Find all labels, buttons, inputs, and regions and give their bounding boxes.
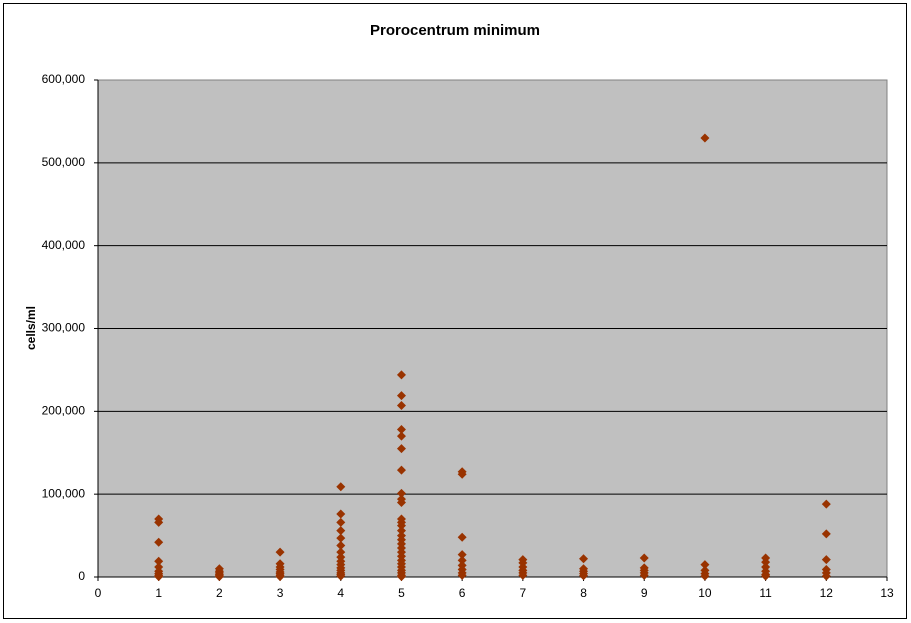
data-point: [154, 517, 164, 527]
y-tick-label: 200,000: [42, 404, 86, 418]
data-point: [214, 572, 224, 582]
x-tick-label: 9: [641, 586, 648, 600]
data-point: [336, 541, 346, 551]
x-tick-label: 6: [459, 586, 466, 600]
data-point: [457, 469, 467, 479]
y-tick-label: 300,000: [42, 321, 86, 335]
x-tick-label: 1: [155, 586, 162, 600]
x-tick-label: 12: [820, 586, 834, 600]
data-point: [700, 560, 710, 570]
data-point: [336, 547, 346, 557]
data-point: [821, 499, 831, 509]
data-point: [639, 553, 649, 563]
x-tick-label: 8: [580, 586, 587, 600]
x-tick-label: 4: [337, 586, 344, 600]
data-point: [761, 571, 771, 581]
data-point: [396, 391, 406, 401]
data-point: [457, 555, 467, 565]
x-tick-label: 2: [216, 586, 223, 600]
y-tick-label: 0: [78, 569, 85, 583]
data-point: [821, 529, 831, 539]
data-point: [396, 465, 406, 475]
data-point: [639, 570, 649, 580]
data-point: [518, 570, 528, 580]
data-point: [154, 572, 164, 582]
data-point: [457, 570, 467, 580]
data-point: [396, 444, 406, 454]
x-tick-label: 5: [398, 586, 405, 600]
x-tick-label: 0: [95, 586, 102, 600]
data-point: [396, 370, 406, 380]
data-point: [396, 401, 406, 411]
data-point: [396, 431, 406, 441]
x-tick-label: 7: [520, 586, 527, 600]
data-point: [154, 556, 164, 566]
y-tick-label: 600,000: [42, 72, 86, 86]
y-tick-label: 100,000: [42, 486, 86, 500]
y-tick-label: 400,000: [42, 238, 86, 252]
data-point: [579, 571, 589, 581]
data-point: [396, 497, 406, 507]
data-point: [396, 425, 406, 435]
data-point: [396, 521, 406, 531]
data-point: [457, 532, 467, 542]
chart-title: Prorocentrum minimum: [370, 22, 540, 39]
data-point: [761, 557, 771, 567]
data-point: [821, 555, 831, 565]
data-point: [275, 572, 285, 582]
data-point: [336, 571, 346, 581]
x-tick-label: 11: [759, 586, 772, 600]
data-point: [336, 509, 346, 519]
x-tick-label: 10: [698, 586, 712, 600]
y-axis-label: cells/ml: [24, 306, 38, 350]
data-point: [579, 554, 589, 564]
data-point: [396, 572, 406, 582]
data-point: [275, 547, 285, 557]
data-point: [336, 533, 346, 543]
data-point: [396, 488, 406, 498]
data-point: [336, 482, 346, 492]
y-tick-label: 500,000: [42, 155, 86, 169]
data-point: [336, 526, 346, 536]
data-point: [700, 133, 710, 143]
data-point: [154, 537, 164, 547]
data-point: [336, 517, 346, 527]
data-point: [457, 550, 467, 560]
x-tick-label: 3: [277, 586, 284, 600]
x-tick-label: 13: [880, 586, 894, 600]
data-point: [700, 571, 710, 581]
data-point: [396, 526, 406, 536]
data-point: [821, 571, 831, 581]
